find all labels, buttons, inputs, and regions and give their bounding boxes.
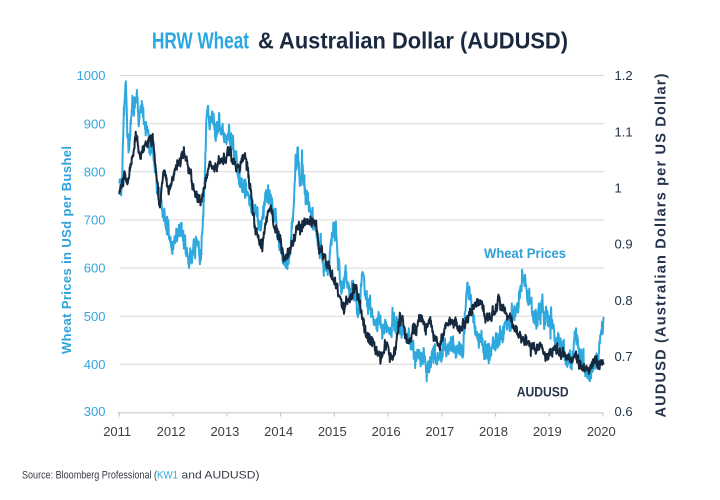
svg-text:2017: 2017	[425, 424, 454, 439]
svg-text:KW1: KW1	[157, 470, 178, 482]
svg-text:0.6: 0.6	[615, 404, 633, 419]
svg-text:1000: 1000	[77, 68, 106, 83]
svg-text:AUDUSD (Australian Dollars per: AUDUSD (Australian Dollars per US Dollar…	[654, 73, 670, 417]
svg-text:Wheat Prices: Wheat Prices	[484, 246, 566, 261]
svg-text:1: 1	[615, 181, 622, 196]
svg-text:Source: Bloomberg Professional: Source: Bloomberg Professional (	[22, 470, 157, 482]
svg-text:500: 500	[84, 309, 106, 324]
svg-text:800: 800	[84, 164, 106, 179]
svg-text:Wheat Prices in USd per Bushel: Wheat Prices in USd per Bushel	[59, 146, 74, 354]
svg-text:2015: 2015	[318, 424, 347, 439]
svg-text:2019: 2019	[533, 424, 562, 439]
svg-text:0.7: 0.7	[615, 349, 633, 364]
svg-text:700: 700	[84, 213, 106, 228]
svg-text:HRW Wheat: HRW Wheat	[152, 28, 249, 54]
svg-text:and AUDUSD): and AUDUSD)	[182, 470, 260, 482]
svg-text:& Australian Dollar (AUDUSD): & Australian Dollar (AUDUSD)	[258, 28, 568, 54]
svg-text:1.1: 1.1	[615, 124, 633, 139]
svg-text:600: 600	[84, 261, 106, 276]
svg-text:0.9: 0.9	[615, 237, 633, 252]
svg-text:2014: 2014	[264, 424, 293, 439]
svg-text:AUDUSD: AUDUSD	[517, 385, 569, 400]
svg-text:2016: 2016	[372, 424, 401, 439]
svg-text:2013: 2013	[210, 424, 239, 439]
svg-text:1.2: 1.2	[615, 68, 633, 83]
svg-text:900: 900	[84, 116, 106, 131]
svg-text:2012: 2012	[157, 424, 186, 439]
svg-text:400: 400	[84, 357, 106, 372]
svg-text:2011: 2011	[103, 424, 131, 439]
svg-text:2018: 2018	[479, 424, 508, 439]
svg-text:0.8: 0.8	[615, 293, 633, 308]
svg-text:2020: 2020	[587, 424, 616, 439]
svg-text:300: 300	[84, 404, 106, 419]
